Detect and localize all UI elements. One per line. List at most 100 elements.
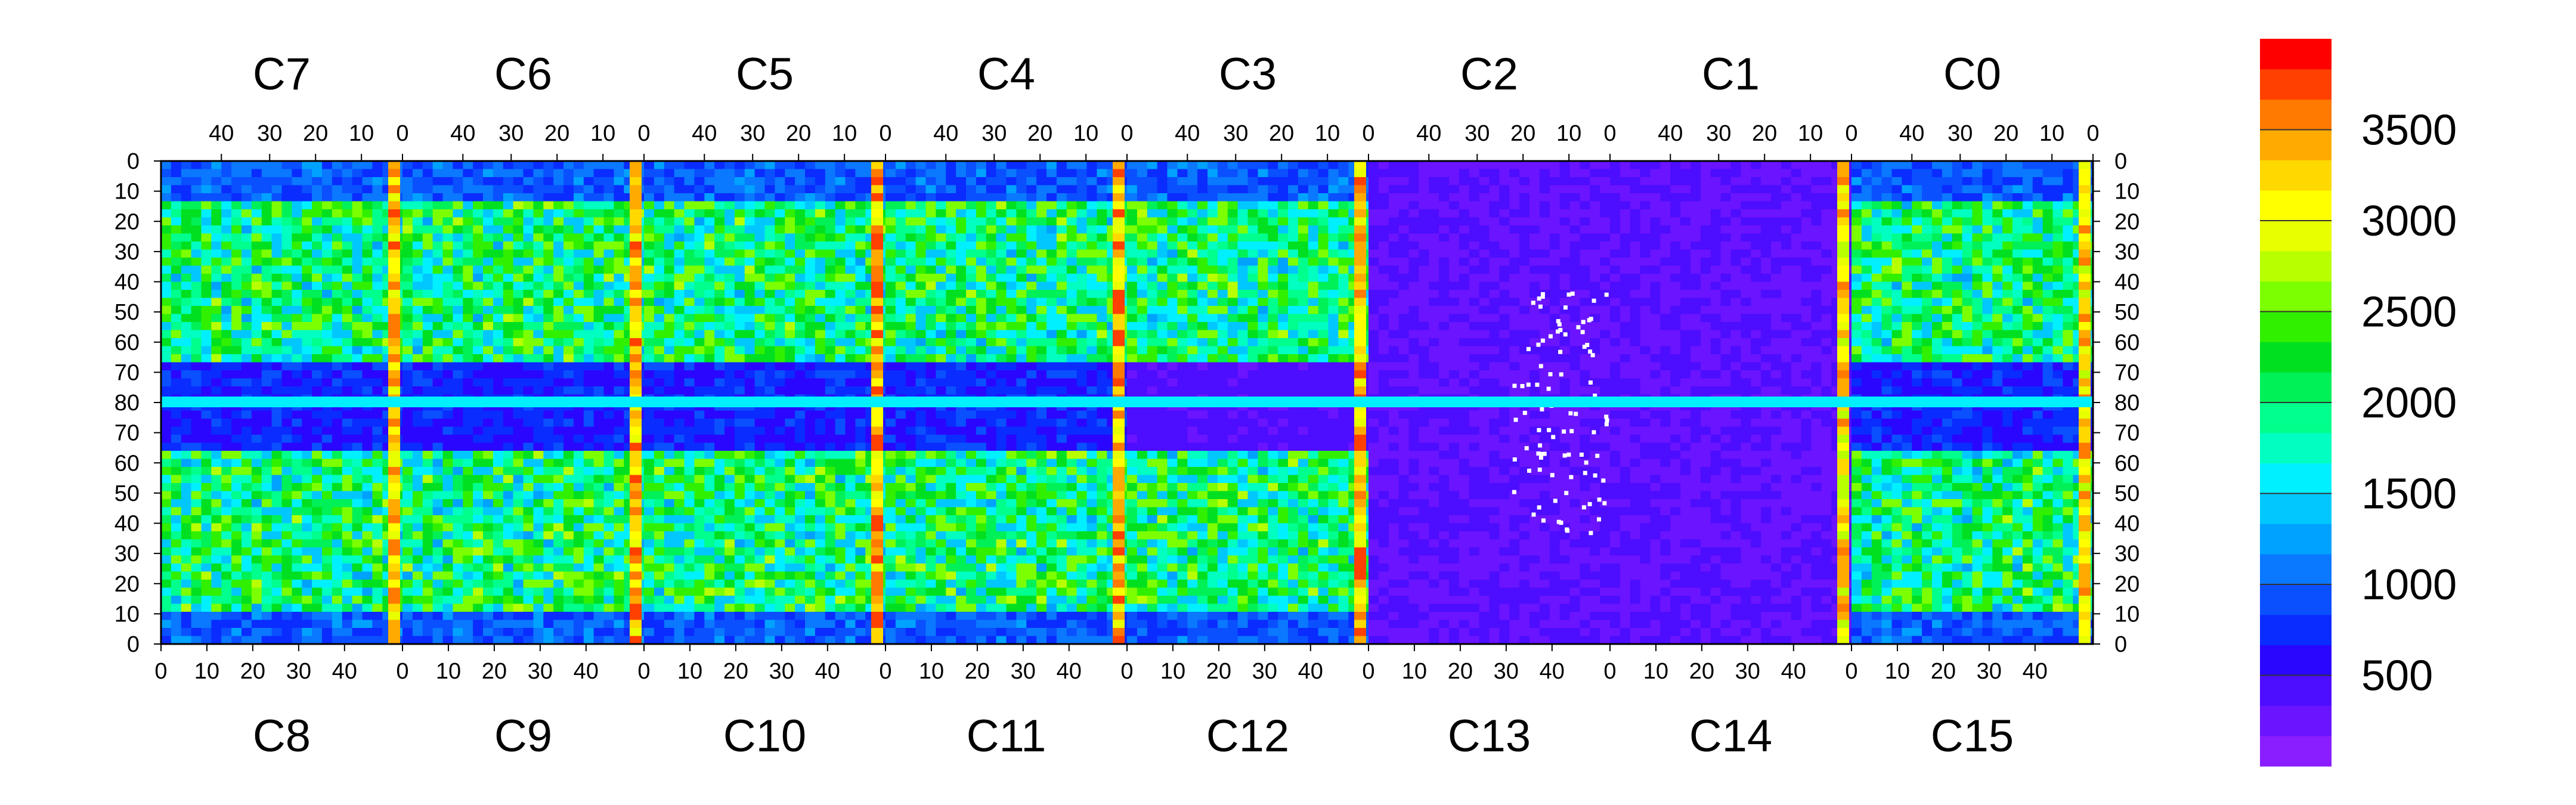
heatmap-cell [654,217,665,226]
heatmap-cell [583,636,595,645]
heatmap-cell [694,515,705,524]
heatmap-cell [442,442,453,451]
heatmap-cell [432,426,444,435]
heatmap-cell [211,628,222,637]
heatmap-cell [593,306,605,315]
heatmap-cell [523,258,534,267]
heatmap-cell [744,467,756,476]
heatmap-cell [886,370,896,379]
heatmap-cell [553,507,564,516]
heatmap-cell [422,258,434,267]
heatmap-cell [855,451,866,460]
heatmap-cell [352,177,363,186]
heatmap-cell [905,258,917,267]
heatmap-cell [986,564,997,572]
heatmap-cell [493,274,504,283]
heatmap-cell [322,467,333,476]
heatmap-cell [422,274,434,283]
heatmap-cell [654,274,665,283]
heatmap-cell [603,410,614,419]
heatmap-cell [271,362,283,371]
heatmap-cell [442,410,453,419]
heatmap-cell [855,442,866,451]
heatmap-cell [855,177,866,186]
heatmap-cell [442,298,453,306]
heatmap-cell [271,620,283,628]
heatmap-cell [946,209,956,218]
heatmap-cell [312,185,323,194]
heatmap-cell [161,161,172,170]
heatmap-cell [362,459,373,467]
heatmap-cell [322,419,333,428]
heatmap-cell [946,410,956,419]
heatmap-cell [322,571,333,580]
heatmap-cell [996,169,1007,178]
heatmap-cell [956,362,967,371]
heatmap-cell [493,378,504,387]
heatmap-cell [352,426,363,435]
heatmap-cell [936,555,946,564]
heatmap-cell [714,281,725,290]
heatmap-cell [432,322,444,331]
heatmap-cell [654,209,665,218]
heatmap-cell [281,274,292,283]
heatmap-cell [332,475,343,484]
heatmap-cell [775,242,785,250]
heatmap-cell [614,539,624,548]
heatmap-cell [644,225,655,234]
heatmap-cell [936,281,946,290]
heatmap-cell [342,596,353,605]
heatmap-cell [402,322,413,331]
heatmap-cell [292,426,302,435]
heatmap-cell [513,306,524,315]
heatmap-cell [886,265,896,274]
heatmap-cell [986,258,997,267]
heatmap-cell [201,161,212,170]
heatmap-cell [251,426,262,435]
heatmap-cell [483,475,494,484]
heatmap-cell [513,451,524,460]
heatmap-cell [654,322,665,331]
heatmap-cell [936,274,946,283]
heatmap-cell [292,185,302,194]
heatmap-cell [473,523,484,532]
heatmap-cell [463,435,473,444]
heatmap-cell [684,378,695,387]
heatmap-cell [905,185,917,194]
heatmap-cell [292,612,302,621]
heatmap-cell [895,564,906,572]
heatmap-cell [976,169,987,178]
heatmap-cell [453,209,463,218]
heatmap-cell [996,233,1007,242]
heatmap-cell [593,330,605,339]
heatmap-cell [664,547,675,556]
heatmap-cell [704,499,715,508]
heatmap-cell [302,322,312,331]
heatmap-cell [553,330,564,339]
heatmap-cell [895,483,906,492]
heatmap-cell [583,209,595,218]
heatmap-cell [312,426,323,435]
heatmap-cell [886,225,896,234]
heatmap-cell [191,281,202,290]
heatmap-cell [573,451,584,460]
heatmap-cell [976,193,987,202]
heatmap-cell [734,491,745,500]
heatmap-cell [956,442,967,451]
heatmap-cell [171,628,182,637]
heatmap-cell [362,322,373,331]
heatmap-cell [352,338,363,347]
heatmap-cell [694,201,705,210]
heatmap-cell [432,258,444,267]
heatmap-cell [332,225,343,234]
heatmap-cell [603,209,614,218]
heatmap-cell [292,225,302,234]
heatmap-cell [442,451,453,460]
heatmap-cell [664,362,675,371]
heatmap-cell [734,386,745,395]
heatmap-cell [936,499,946,508]
heatmap-cell [191,322,202,331]
heatmap-cell [714,258,725,267]
heatmap-cell [251,442,262,451]
heatmap-cell [412,596,423,605]
